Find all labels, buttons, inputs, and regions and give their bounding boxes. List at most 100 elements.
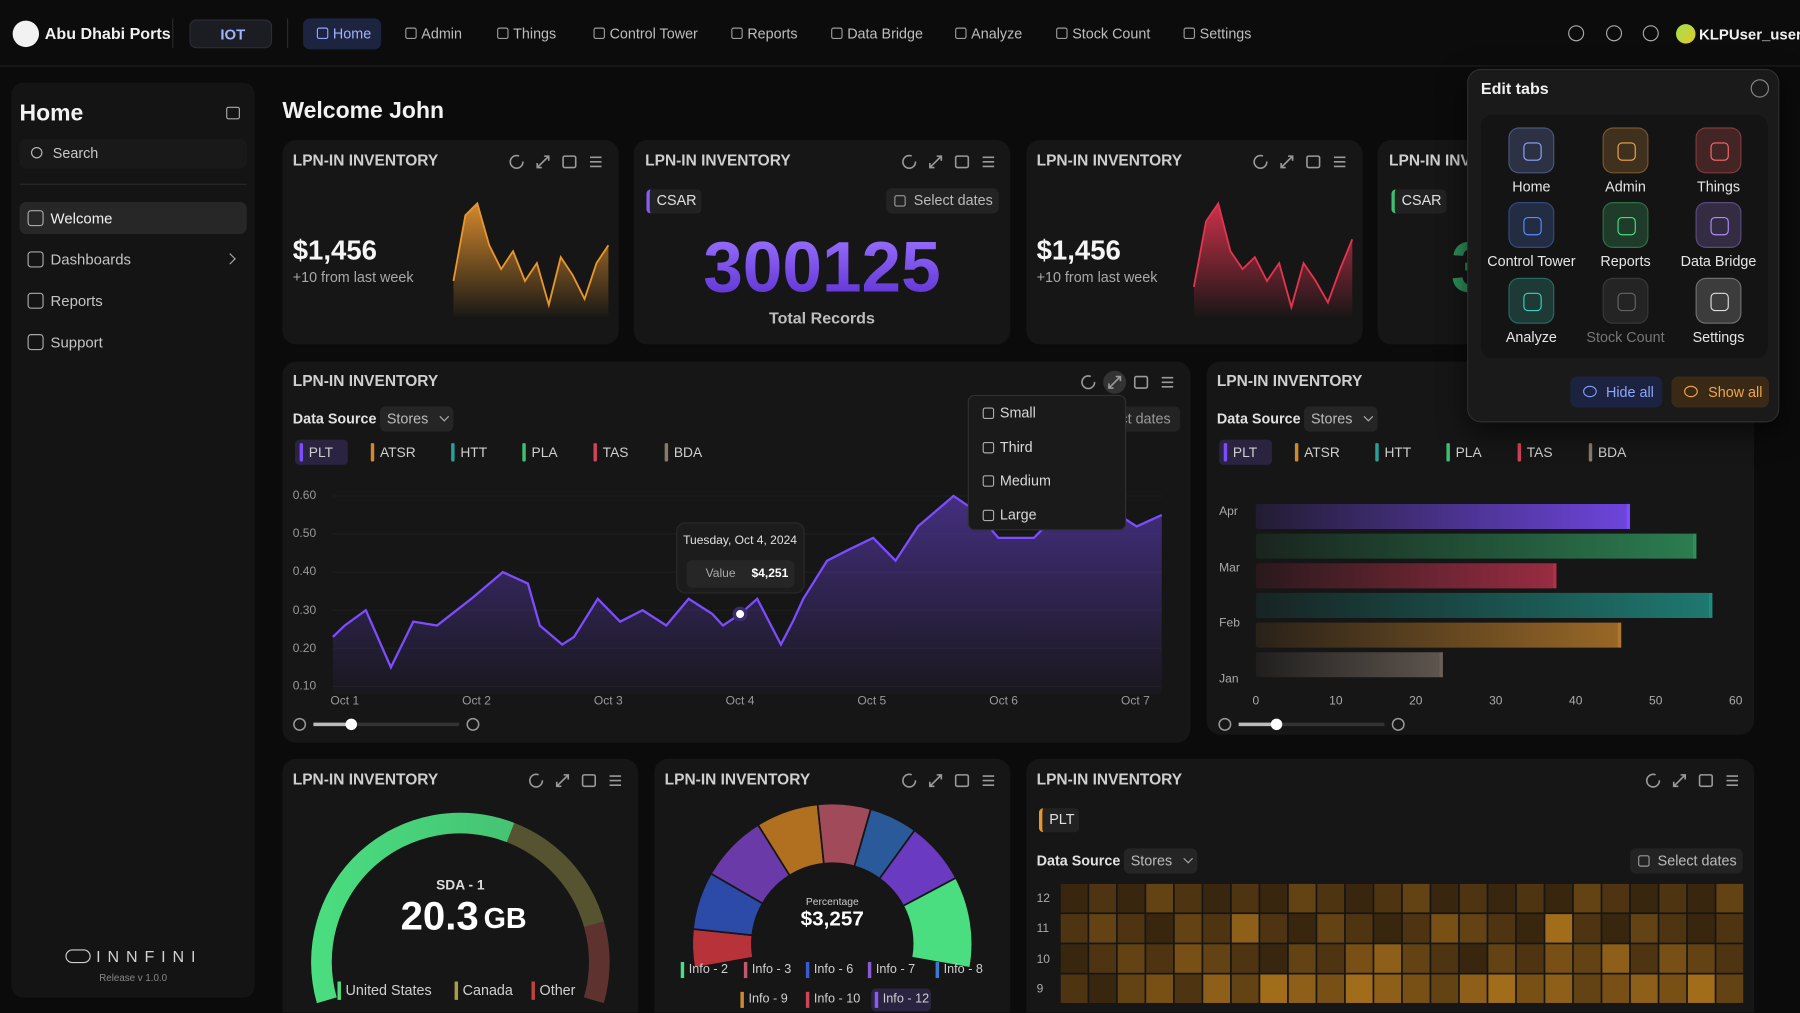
tab-tile[interactable] <box>1695 202 1742 248</box>
close-button[interactable] <box>1750 79 1770 98</box>
nav-icon[interactable] <box>1642 25 1659 42</box>
show-all-label[interactable]: Show all <box>1708 384 1763 401</box>
legend-item[interactable]: Info - 10 <box>813 992 861 1007</box>
legend-item[interactable]: HTT <box>460 444 488 461</box>
nav-item-active[interactable] <box>19 202 247 235</box>
sidebar-item[interactable]: Reports <box>50 292 103 310</box>
tab-tile-label[interactable]: Data Bridge <box>1680 253 1757 270</box>
nav-tab[interactable]: Admin <box>421 26 462 43</box>
nav-tab[interactable]: Control Tower <box>609 26 698 43</box>
menu-item[interactable]: Large <box>999 506 1037 523</box>
legend-item[interactable]: PLA <box>1455 444 1482 461</box>
tab-tile[interactable] <box>1508 127 1555 174</box>
refresh-icon[interactable] <box>1645 773 1661 788</box>
slider-knob[interactable] <box>345 718 358 731</box>
tab-tile[interactable] <box>1508 202 1555 248</box>
menu-item[interactable]: Small <box>999 404 1036 422</box>
menu-item[interactable]: Medium <box>999 472 1051 489</box>
tab-tile-label[interactable]: Reports <box>1600 253 1651 270</box>
tab-icon <box>831 27 843 40</box>
nav-tab[interactable]: Analyze <box>971 26 1023 43</box>
tab-tile[interactable] <box>1602 277 1649 324</box>
legend-item[interactable]: PLT <box>1232 444 1258 461</box>
search-box[interactable] <box>19 138 247 169</box>
refresh-icon[interactable] <box>509 154 524 169</box>
nav-tab[interactable]: Stock Count <box>1072 26 1151 43</box>
menu-item[interactable]: Third <box>999 438 1033 455</box>
module-select[interactable] <box>189 19 273 49</box>
tab-tile-label[interactable]: Stock Count <box>1586 329 1665 346</box>
tab-tile[interactable] <box>1695 277 1742 324</box>
nav-tab[interactable]: Data Bridge <box>847 26 923 43</box>
legend-item[interactable]: Info - 2 <box>688 962 729 977</box>
source-value[interactable]: Stores <box>1310 410 1353 427</box>
legend-swatch-label[interactable]: Canada <box>462 982 513 999</box>
source-select[interactable] <box>379 406 454 432</box>
slider-knob[interactable] <box>1270 718 1283 731</box>
date-button-label[interactable]: Select dates <box>913 192 993 209</box>
date-button-label[interactable]: Select dates <box>1657 852 1737 869</box>
nav-tab[interactable]: Home <box>332 26 372 43</box>
legend-active[interactable] <box>295 439 348 465</box>
refresh-icon[interactable] <box>902 773 917 788</box>
legend-item[interactable]: TAS <box>1526 444 1553 461</box>
legend-item[interactable]: BDA <box>1597 444 1627 461</box>
tab-tile-label[interactable]: Control Tower <box>1487 253 1576 270</box>
tab-tile-label[interactable]: Admin <box>1605 178 1646 195</box>
zoom-out[interactable] <box>1218 717 1232 731</box>
legend-item[interactable]: Info - 7 <box>875 962 916 977</box>
heat-cell <box>1602 974 1630 1003</box>
zoom-in[interactable] <box>466 717 480 731</box>
source-value[interactable]: Stores <box>1130 852 1173 869</box>
tab-tile[interactable] <box>1508 277 1555 324</box>
legend-item[interactable]: Info - 9 <box>748 992 788 1007</box>
legend-item[interactable]: Info - 8 <box>943 962 983 977</box>
heat-cell <box>1146 944 1174 973</box>
zoom-in[interactable] <box>1391 717 1405 731</box>
sidebar-item[interactable]: Welcome <box>50 209 113 227</box>
legend-swatch-label[interactable]: Other <box>539 982 576 999</box>
zoom-out[interactable] <box>293 717 307 731</box>
source-select[interactable] <box>1123 848 1198 874</box>
collapse-icon[interactable] <box>226 106 240 120</box>
legend-item[interactable]: Info - 6 <box>813 962 854 977</box>
tab-tile-label[interactable]: Settings <box>1692 329 1745 346</box>
nav-tab[interactable]: Reports <box>747 26 798 43</box>
legend-item[interactable]: ATSR <box>1304 444 1340 461</box>
legend-active[interactable] <box>1219 439 1272 465</box>
tab-tile[interactable] <box>1602 202 1649 248</box>
tab-tile[interactable] <box>1695 127 1742 174</box>
sidebar-item[interactable]: Support <box>50 333 103 351</box>
nav-icon[interactable] <box>1568 25 1585 42</box>
refresh-icon[interactable] <box>528 773 544 788</box>
nav-tab[interactable]: Settings <box>1199 26 1252 43</box>
legend-item[interactable]: PLA <box>531 444 558 461</box>
legend-active[interactable] <box>871 988 931 1012</box>
refresh-icon[interactable] <box>1081 375 1096 390</box>
legend-item[interactable]: Info - 3 <box>751 962 792 977</box>
tab-tile-label[interactable]: Analyze <box>1505 329 1557 346</box>
tab-tile-label[interactable]: Home <box>1512 178 1551 195</box>
expand-icon <box>929 155 943 169</box>
refresh-icon[interactable] <box>1253 154 1268 169</box>
legend-item[interactable]: HTT <box>1384 444 1412 461</box>
tab-tile[interactable] <box>1602 127 1649 174</box>
sidebar-item[interactable]: Dashboards <box>50 250 131 269</box>
nav-icon[interactable] <box>1605 25 1623 42</box>
tooltip-value-box <box>686 560 795 588</box>
hide-all-label[interactable]: Hide all <box>1605 384 1654 401</box>
tab-active[interactable] <box>303 18 382 50</box>
heat-cell <box>1317 974 1345 1003</box>
tag <box>1391 189 1447 214</box>
legend-item[interactable]: PLT <box>308 444 334 461</box>
legend-item[interactable]: BDA <box>673 444 703 461</box>
legend-item[interactable]: Info - 12 <box>882 992 930 1007</box>
legend-item[interactable]: TAS <box>602 444 629 461</box>
nav-tab[interactable]: Things <box>513 26 557 43</box>
refresh-icon[interactable] <box>902 154 917 169</box>
tab-tile-label[interactable]: Things <box>1696 178 1741 195</box>
source-select[interactable] <box>1304 406 1378 432</box>
legend-item[interactable]: ATSR <box>379 444 416 461</box>
source-value[interactable]: Stores <box>386 410 429 427</box>
legend-swatch-label[interactable]: United States <box>345 982 432 999</box>
